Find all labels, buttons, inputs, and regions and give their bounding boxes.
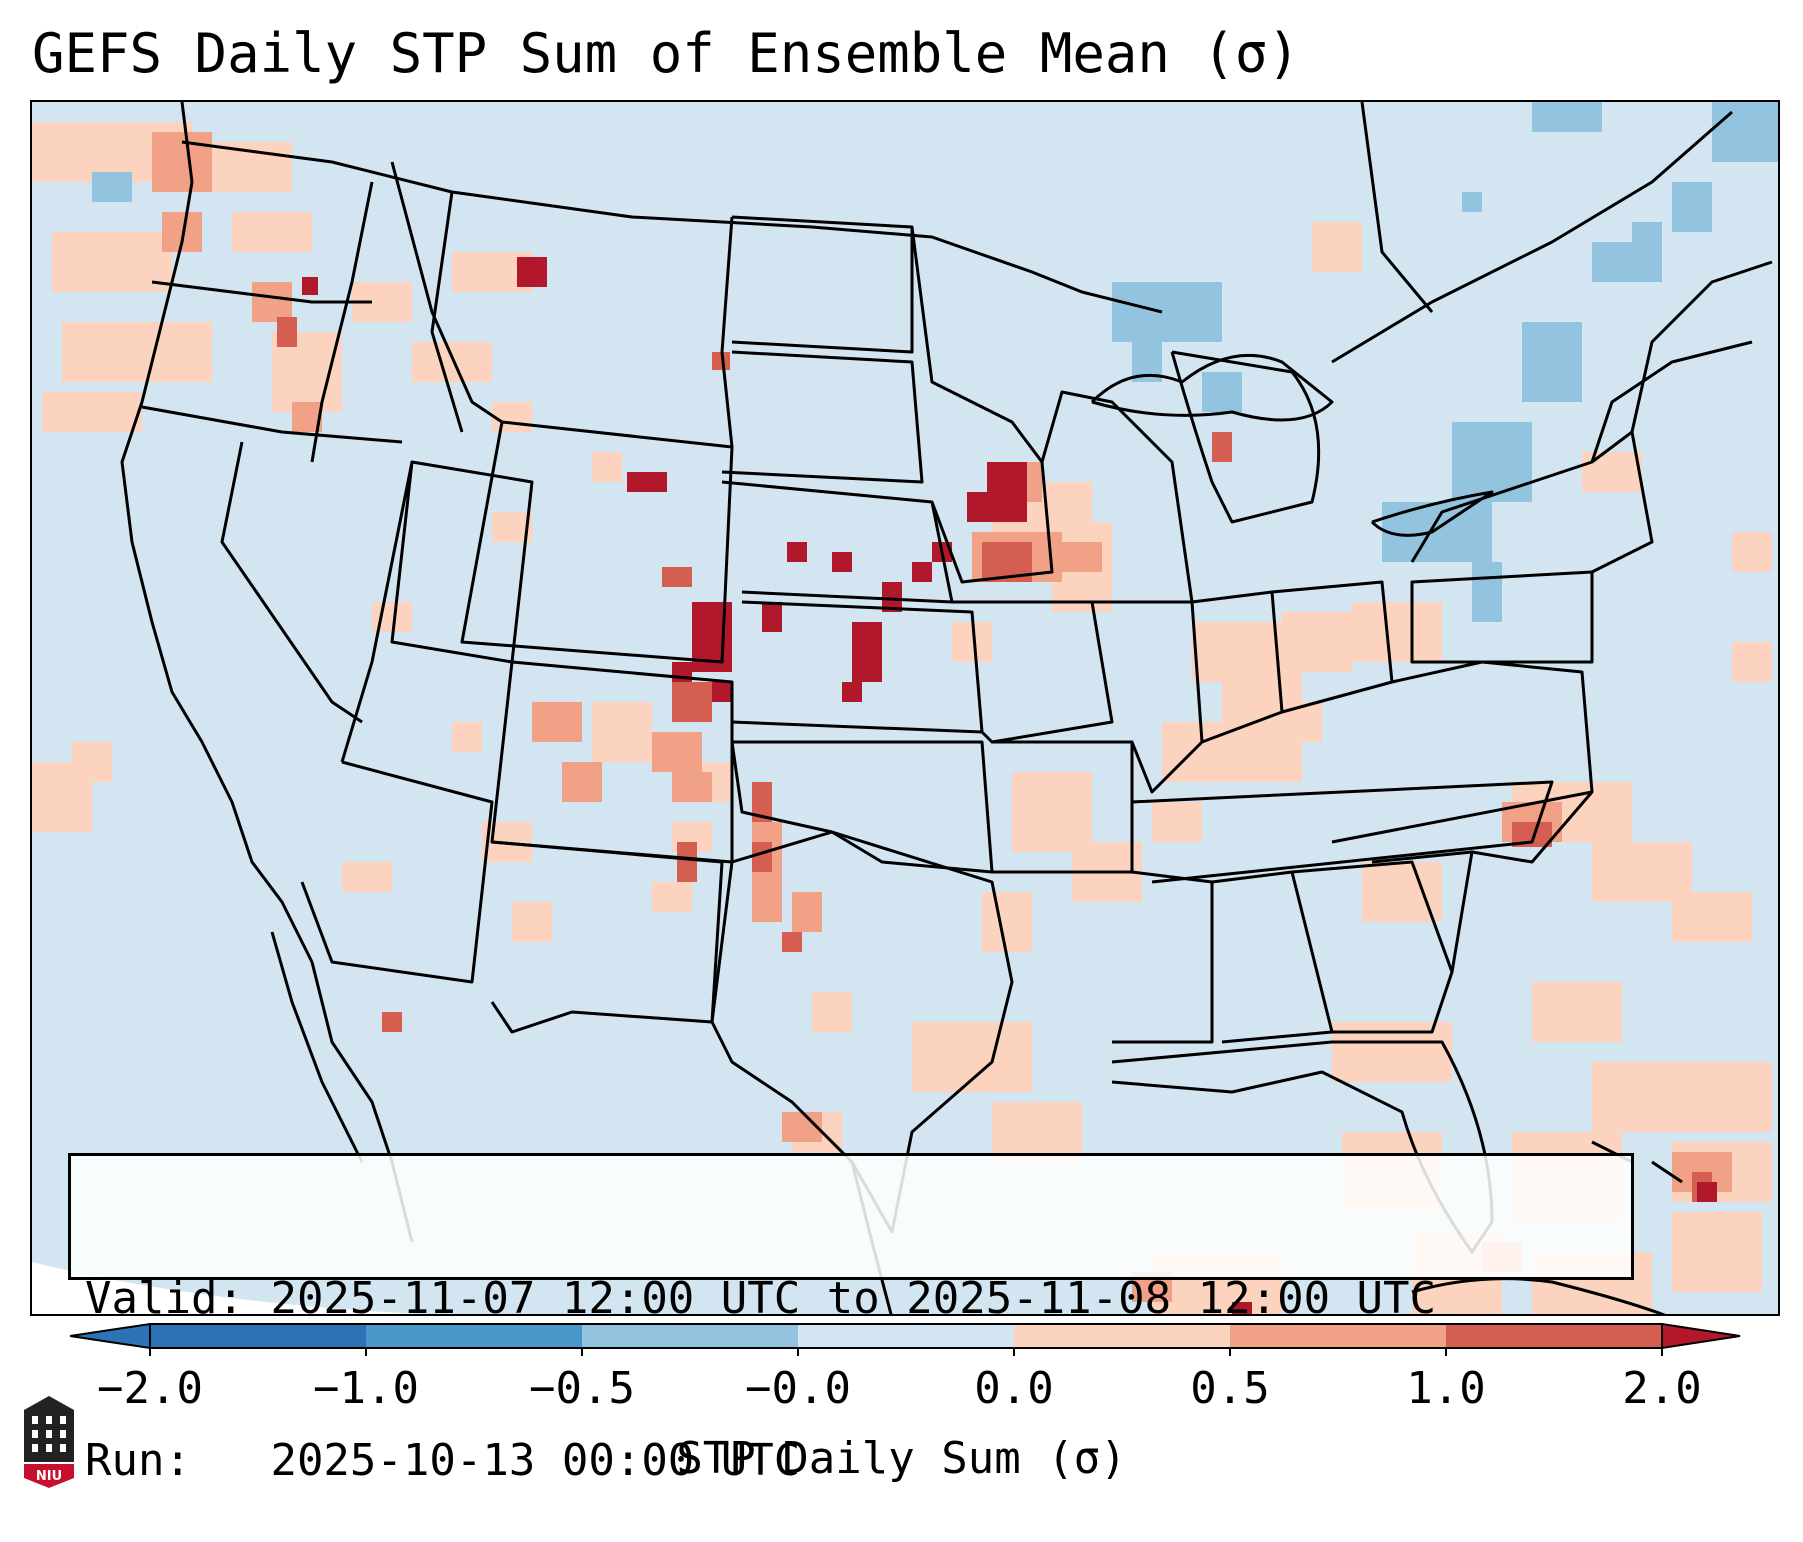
colorbar-min-extend	[70, 1322, 151, 1350]
colorbar-seg-6	[1230, 1324, 1446, 1348]
tick-label: 1.0	[1406, 1363, 1486, 1414]
colorbar-seg-5	[1014, 1324, 1230, 1348]
tick-label: −1.0	[313, 1363, 419, 1414]
colorbar-seg-7	[1446, 1324, 1662, 1348]
colorbar-seg-3	[582, 1324, 798, 1348]
colorbar	[70, 1322, 1741, 1356]
run-label: Run:	[85, 1435, 191, 1486]
tick-label: −2.0	[97, 1363, 203, 1414]
valid-row: Valid: 2025-11-07 12:00 UTC to 2025-11-0…	[85, 1272, 1631, 1326]
valid-run-info-box: Valid: 2025-11-07 12:00 UTC to 2025-11-0…	[68, 1153, 1634, 1486]
logo-text: NIU	[36, 1469, 62, 1484]
map-panel	[30, 100, 1780, 1316]
colorbar-max-extend	[1661, 1322, 1741, 1350]
state-boundaries	[120, 102, 1773, 1314]
tick-label: −0.0	[745, 1363, 851, 1414]
colorbar-seg-2	[366, 1324, 582, 1348]
valid-label: Valid:	[85, 1273, 244, 1324]
chart-title: GEFS Daily STP Sum of Ensemble Mean (σ)	[32, 22, 1300, 85]
run-row: Run: 2025-10-13 00:00 UTC	[85, 1434, 1631, 1488]
conus-map	[32, 102, 1778, 1314]
tick-label: 0.0	[974, 1363, 1054, 1414]
colorbar-seg-1	[150, 1324, 366, 1348]
stp-cells-extreme	[302, 257, 1717, 1314]
colorbar-label: STP Daily Sum (σ)	[676, 1433, 1127, 1484]
valid-value: 2025-11-07 12:00 UTC to 2025-11-08 12:00…	[270, 1273, 1437, 1324]
tick-label: 2.0	[1622, 1363, 1702, 1414]
tick-label: −0.5	[529, 1363, 635, 1414]
projection-edge	[32, 1262, 420, 1314]
run-value: 2025-10-13 00:00 UTC	[270, 1435, 801, 1486]
tick-label: 0.5	[1190, 1363, 1270, 1414]
niu-logo: NIU	[24, 1396, 74, 1488]
stp-cells-negative	[92, 102, 1778, 622]
colorbar-seg-4	[798, 1324, 1014, 1348]
